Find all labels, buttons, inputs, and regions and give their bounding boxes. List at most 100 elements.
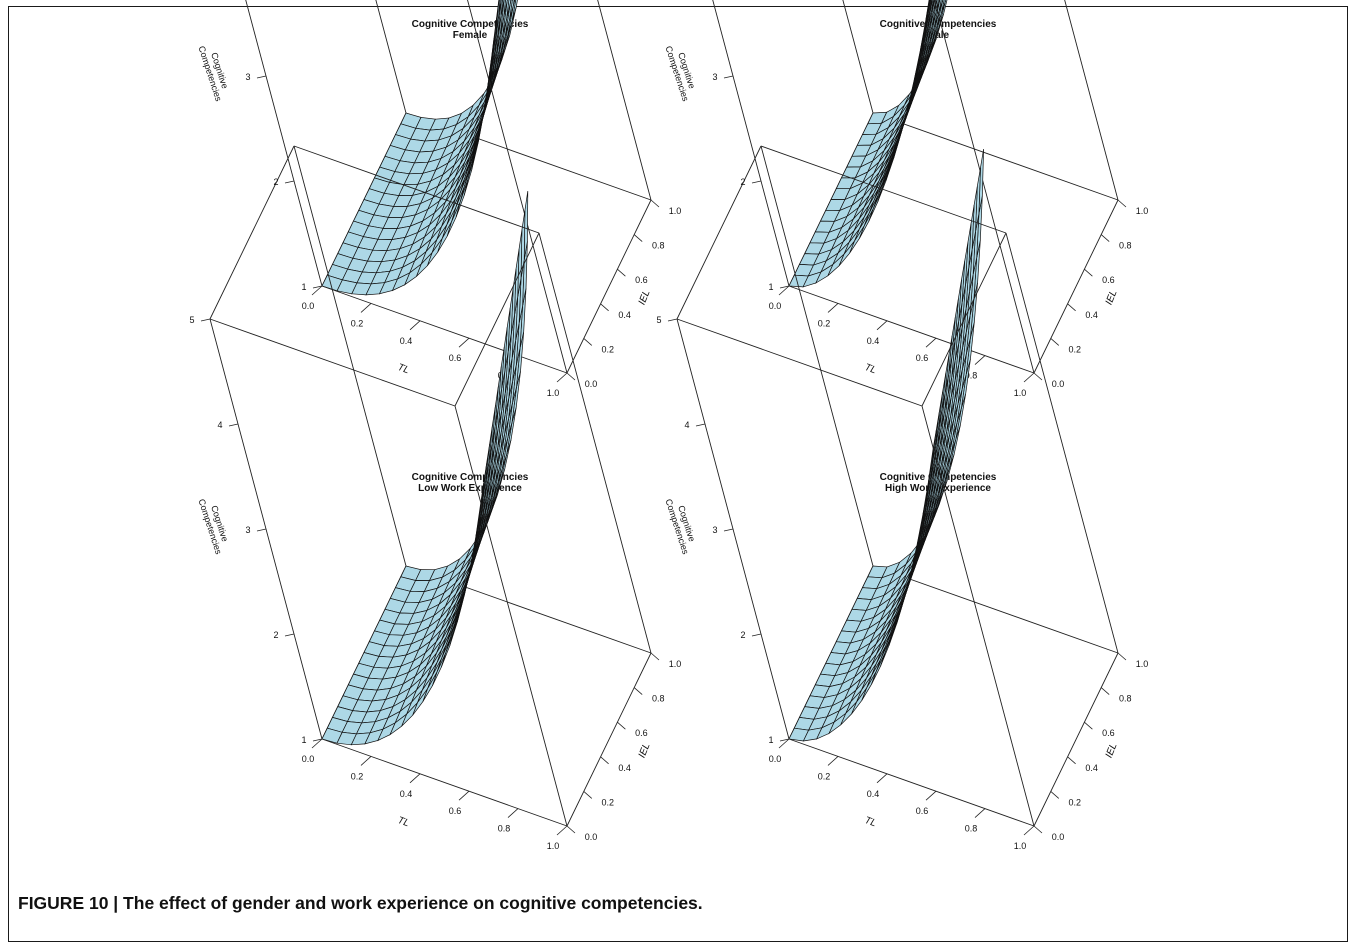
x-tick-label: 0.4	[867, 336, 880, 346]
z-tick	[229, 424, 238, 426]
z-tick	[724, 76, 733, 78]
box-edge	[789, 286, 1034, 373]
x-tick	[557, 373, 567, 382]
x-tick	[828, 756, 838, 765]
y-tick-label: 0.0	[585, 832, 598, 842]
y-tick-label: 0.4	[1085, 763, 1098, 773]
x-tick-label: 0.0	[769, 754, 782, 764]
x-tick-label: 0.6	[449, 353, 462, 363]
y-tick-label: 0.2	[602, 797, 615, 807]
x-axis-label: TL	[396, 815, 411, 829]
z-tick-label: 4	[217, 420, 222, 430]
y-tick	[1034, 826, 1042, 833]
z-tick	[724, 529, 733, 531]
y-tick-label: 1.0	[669, 659, 682, 669]
x-tick-label: 0.0	[302, 301, 315, 311]
y-tick-label: 0.8	[1119, 241, 1132, 251]
y-tick	[651, 200, 659, 207]
x-tick	[361, 756, 371, 765]
x-tick-label: 0.4	[400, 789, 413, 799]
box-edge	[789, 739, 1034, 826]
x-axis-label: TL	[863, 815, 878, 829]
x-axis-label: TL	[396, 362, 411, 376]
box-edge	[294, 0, 406, 113]
x-tick-label: 0.6	[449, 806, 462, 816]
figure-caption: FIGURE 10 | The effect of gender and wor…	[18, 893, 703, 914]
box-edge	[677, 319, 922, 406]
x-tick	[828, 303, 838, 312]
z-axis-label: CognitiveCompetencies	[663, 42, 700, 103]
box-edge	[210, 146, 294, 319]
box-edge	[455, 406, 567, 826]
y-tick	[617, 722, 625, 729]
chart-title: Cognitive Competencies	[412, 472, 529, 483]
y-tick-label: 0.8	[652, 241, 665, 251]
x-tick-label: 0.2	[351, 318, 364, 328]
y-tick-label: 0.8	[1119, 694, 1132, 704]
z-axis-label: CognitiveCompetencies	[196, 42, 233, 103]
y-tick	[567, 826, 575, 833]
z-tick-label: 3	[712, 525, 717, 535]
y-tick	[1084, 722, 1092, 729]
x-tick	[508, 809, 518, 818]
box-edge	[210, 319, 455, 406]
x-tick-label: 1.0	[547, 388, 560, 398]
y-tick-label: 0.2	[602, 344, 615, 354]
z-tick-label: 2	[740, 630, 745, 640]
z-tick-label: 3	[245, 72, 250, 82]
y-tick	[1068, 757, 1076, 764]
x-tick-label: 0.6	[916, 806, 929, 816]
x-tick-label: 1.0	[1014, 841, 1027, 851]
y-tick	[1068, 304, 1076, 311]
x-tick	[877, 774, 887, 783]
z-tick	[285, 634, 294, 636]
x-tick	[1024, 373, 1034, 382]
chart-subtitle: Low Work Experience	[418, 483, 522, 494]
y-tick-label: 0.0	[1052, 379, 1065, 389]
box-edge	[322, 286, 567, 373]
x-tick-label: 0.4	[400, 336, 413, 346]
z-tick-label: 1	[768, 735, 773, 745]
y-tick-label: 0.2	[1069, 797, 1082, 807]
x-tick-label: 0.8	[498, 824, 511, 834]
y-tick-label: 0.4	[1085, 310, 1098, 320]
z-axis-label: CognitiveCompetencies	[663, 495, 700, 556]
y-tick	[634, 235, 642, 242]
y-axis-label: IEL	[637, 742, 653, 760]
y-tick	[1034, 373, 1042, 380]
y-tick	[1101, 688, 1109, 695]
z-tick-label: 5	[656, 315, 661, 325]
x-tick	[459, 338, 469, 347]
x-tick	[975, 356, 985, 365]
z-tick-label: 1	[301, 735, 306, 745]
x-tick	[926, 791, 936, 800]
box-edge	[1006, 0, 1118, 200]
box-edge	[322, 739, 567, 826]
x-tick	[877, 321, 887, 330]
x-tick-label: 0.0	[769, 301, 782, 311]
z-tick-label: 1	[768, 282, 773, 292]
x-tick	[361, 303, 371, 312]
x-tick-label: 0.6	[916, 353, 929, 363]
y-tick-label: 0.4	[618, 763, 631, 773]
box-edge	[1006, 233, 1118, 653]
box-edge	[922, 406, 1034, 826]
z-tick-label: 3	[245, 525, 250, 535]
box-edge	[761, 0, 873, 113]
x-axis-label: TL	[863, 362, 878, 376]
box-edge	[210, 0, 322, 286]
z-tick	[668, 319, 677, 321]
box-edge	[873, 113, 1118, 200]
x-tick-label: 0.2	[818, 318, 831, 328]
y-axis-label: IEL	[1104, 289, 1120, 307]
y-tick	[1051, 791, 1059, 798]
y-axis-label: IEL	[1104, 742, 1120, 760]
y-tick-label: 0.4	[618, 310, 631, 320]
y-tick	[1051, 338, 1059, 345]
box-edge	[677, 0, 789, 286]
y-tick-label: 0.2	[1069, 344, 1082, 354]
x-tick-label: 0.2	[351, 771, 364, 781]
y-tick-label: 0.6	[1102, 275, 1115, 285]
x-tick	[1024, 826, 1034, 835]
chart-subtitle: Female	[453, 30, 488, 41]
